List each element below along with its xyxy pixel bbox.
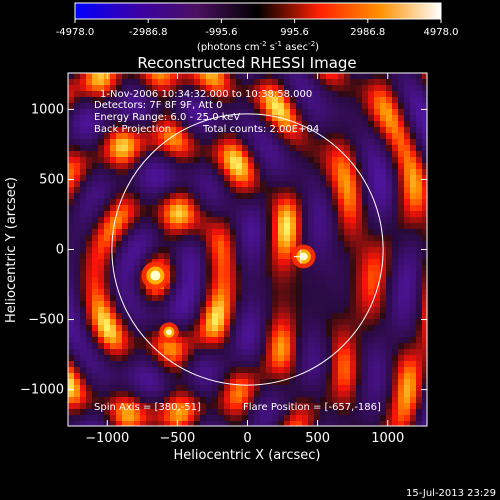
colorbar-gradient	[74, 2, 442, 20]
x-tick-label: 500	[305, 431, 330, 446]
colorbar-tick-label: -4978.0	[56, 27, 95, 38]
y-axis-label: Heliocentric Y (arcsec)	[4, 177, 19, 323]
crosshair-marker	[293, 249, 308, 264]
spin-axis-text: Spin Axis = [380,-51]	[94, 402, 201, 413]
colorbar-tick-label: 2986.8	[350, 27, 385, 38]
colorbar-tick-label: 995.6	[280, 27, 309, 38]
x-tick-label: 1000	[371, 431, 404, 446]
y-tick-label: −1000	[20, 383, 64, 398]
chart-title: Reconstructed RHESSI Image	[137, 54, 356, 72]
x-axis-label: Heliocentric X (arcsec)	[174, 448, 321, 463]
axes: −1000 −500 0 500 1000 −1000 −500 0 500 1000	[20, 73, 427, 446]
detectors-text: Detectors: 7F 8F 9F, Att 0	[94, 100, 222, 111]
y-tick-label: 0	[56, 243, 64, 258]
method-text: Back Projection	[94, 124, 171, 135]
colorbar: -4978.0 -2986.8 -995.6 995.6 2986.8 4978.0 (p…	[56, 2, 459, 53]
source-3	[159, 322, 179, 342]
timestamp: 15-Jul-2013 23:29	[406, 488, 496, 499]
colorbar-ticks: -4978.0 -2986.8 -995.6 995.6 2986.8 4978.0	[56, 19, 459, 38]
x-tick-label: −500	[160, 431, 196, 446]
total-counts-text: Total counts: 2.00E+04	[202, 124, 319, 135]
colorbar-tick-label: 4978.0	[424, 27, 459, 38]
colorbar-tick-label: -995.6	[205, 27, 237, 38]
x-tick-label: 0	[243, 431, 251, 446]
plot-area	[67, 72, 428, 427]
y-tick-label: −500	[28, 313, 64, 328]
x-tick-label: −1000	[85, 431, 129, 446]
flare-position-text: Flare Position = [-657,-186]	[243, 402, 381, 413]
source-1	[141, 261, 170, 290]
annotations: 1-Nov-2006 10:34:32.000 to 10:38:58.000 …	[94, 89, 381, 413]
colorbar-tick-label: -2986.8	[129, 27, 168, 38]
time-range-text: 1-Nov-2006 10:34:32.000 to 10:38:58.000	[100, 89, 312, 100]
solar-limb	[111, 113, 384, 386]
colorbar-units: (photons cm-2 s-1 asec-2)	[197, 40, 319, 53]
energy-range-text: Energy Range: 6.0 - 25.0 keV	[94, 112, 240, 123]
y-tick-label: 1000	[31, 102, 64, 117]
y-tick-label: 500	[39, 172, 64, 187]
